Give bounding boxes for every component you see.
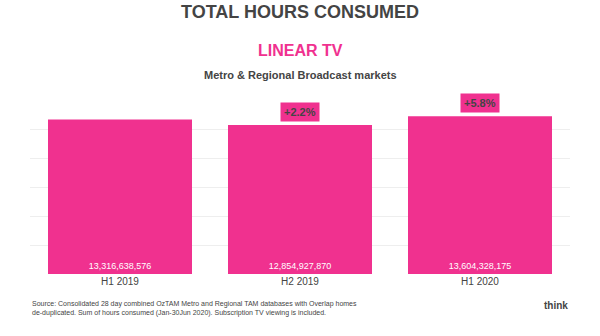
svg-text:H2 2019: H2 2019	[281, 276, 319, 287]
svg-text:think: think	[544, 300, 568, 311]
svg-text:Metro & Regional Broadcast mar: Metro & Regional Broadcast markets	[204, 69, 397, 81]
svg-text:H1 2019: H1 2019	[101, 276, 139, 287]
svg-text:+2.2%: +2.2%	[284, 106, 316, 118]
svg-text:TOTAL HOURS CONSUMED: TOTAL HOURS CONSUMED	[181, 2, 419, 22]
svg-text:12,854,927,870: 12,854,927,870	[269, 261, 332, 271]
svg-text:+5.8%: +5.8%	[464, 97, 496, 109]
svg-text:H1 2020: H1 2020	[461, 276, 499, 287]
svg-text:13,316,638,576: 13,316,638,576	[89, 261, 152, 271]
svg-text:13,604,328,175: 13,604,328,175	[449, 261, 512, 271]
svg-text:Source: Consolidated 28 day co: Source: Consolidated 28 day combined OzT…	[32, 300, 357, 317]
svg-text:LINEAR TV: LINEAR TV	[258, 42, 343, 59]
